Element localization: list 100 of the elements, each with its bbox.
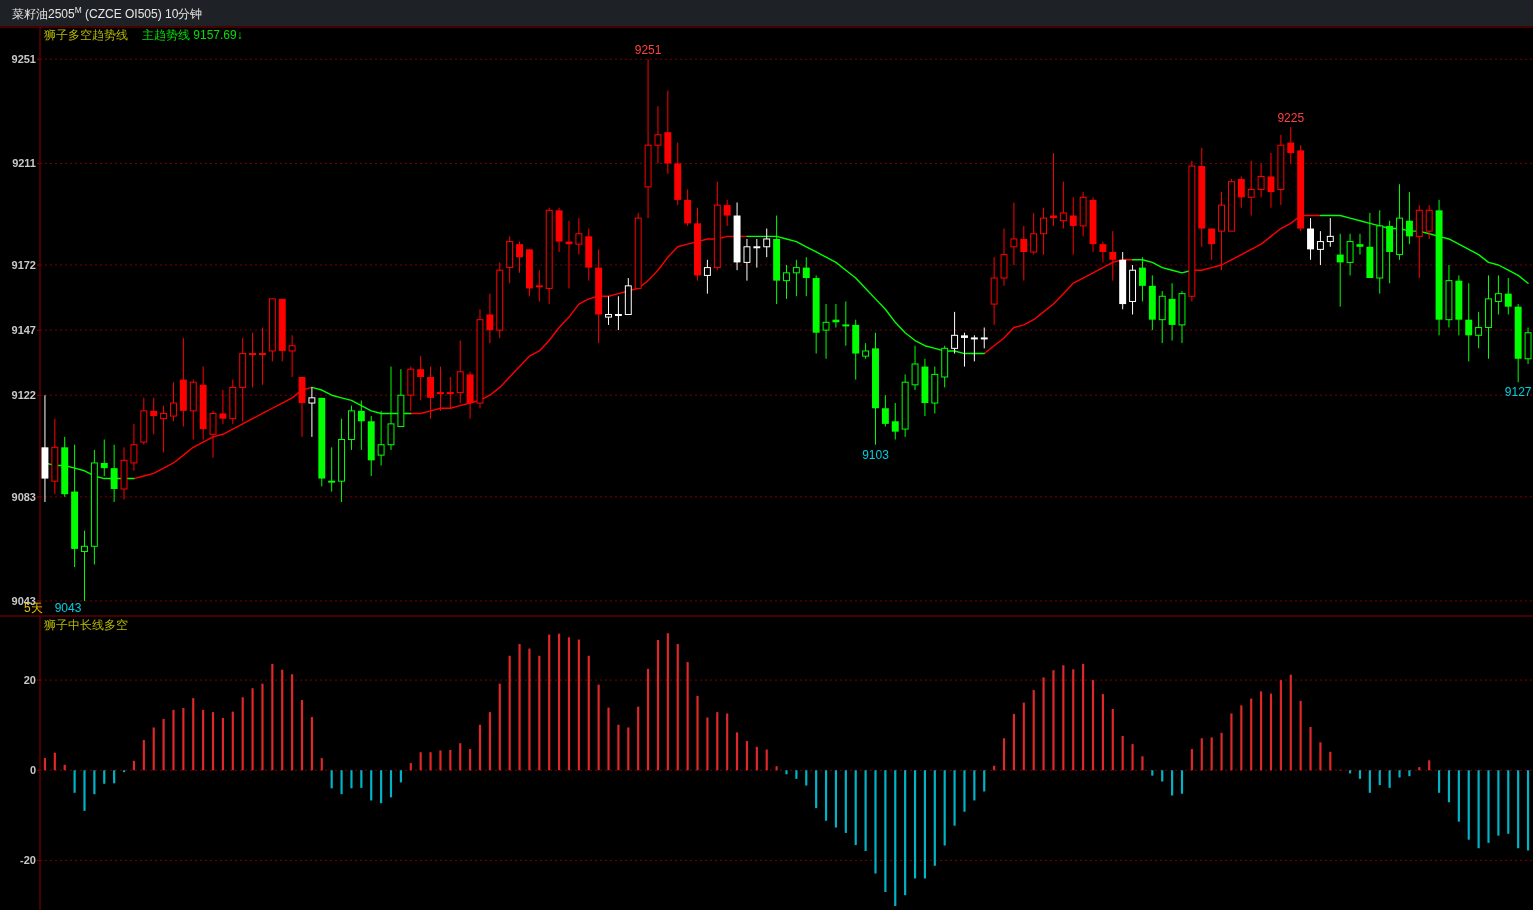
bar: [637, 706, 640, 771]
candlestick: [961, 332, 968, 368]
y-tick-label: 20: [23, 674, 36, 687]
candlestick: [1099, 241, 1107, 263]
bar: [439, 750, 442, 771]
bar: [43, 758, 47, 771]
bar: [370, 770, 373, 801]
candlestick: [81, 530, 88, 602]
chart-title: 菜籽油2505$^{M}$ (CZCE OI505) 10分钟: [12, 5, 203, 21]
bar: [261, 683, 264, 771]
bar: [1398, 770, 1401, 778]
candlestick: [486, 293, 494, 344]
bar: [923, 770, 927, 879]
candlestick: [1069, 196, 1077, 256]
candlestick: [1158, 290, 1166, 344]
candlestick: [605, 295, 612, 326]
bar: [251, 688, 254, 771]
candlestick: [387, 366, 395, 451]
bar: [459, 743, 462, 771]
bar: [1042, 677, 1045, 771]
candlestick: [209, 410, 217, 459]
candlestick: [456, 340, 464, 404]
bar: [488, 712, 491, 771]
bar: [142, 740, 145, 771]
annotation: 9225: [1277, 110, 1305, 125]
bar: [577, 639, 580, 771]
bar: [340, 770, 343, 795]
bar: [696, 695, 699, 771]
candlestick: [802, 256, 810, 297]
y-tick-label: 9083: [11, 490, 36, 503]
bar: [310, 717, 313, 771]
annotation: 9103: [862, 447, 890, 462]
bar: [854, 770, 857, 846]
bar: [429, 752, 432, 771]
bar: [983, 770, 986, 792]
bar: [567, 637, 571, 771]
bar: [291, 674, 294, 771]
bar: [192, 698, 195, 771]
bar: [1200, 738, 1203, 771]
bar: [1121, 736, 1124, 771]
bar: [538, 655, 541, 771]
bar: [755, 746, 758, 771]
bar: [478, 724, 482, 771]
candlestick: [160, 405, 168, 454]
bar: [1289, 674, 1292, 771]
bar: [1358, 770, 1362, 779]
bar: [1250, 698, 1253, 771]
bar: [795, 770, 798, 779]
candlestick: [654, 105, 662, 164]
bar: [1171, 770, 1174, 796]
bar: [73, 770, 76, 793]
candlestick: [763, 228, 771, 258]
candlestick: [614, 295, 622, 331]
bar: [1220, 732, 1223, 771]
bar: [1230, 713, 1233, 771]
bar: [1012, 713, 1015, 771]
candlestick: [980, 327, 988, 349]
bar: [587, 655, 590, 771]
bar: [221, 717, 225, 771]
y-tick-label: 9172: [11, 259, 36, 271]
y-tick-label: 9122: [11, 389, 36, 402]
candlestick: [288, 334, 296, 378]
bar: [1299, 700, 1302, 771]
bar: [933, 770, 936, 866]
bar: [1141, 756, 1144, 771]
bar: [1319, 742, 1322, 771]
y-tick-label: 9211: [12, 157, 36, 170]
bar: [508, 655, 511, 771]
bar: [656, 639, 660, 771]
bar: [1032, 690, 1035, 771]
bar: [1111, 708, 1114, 771]
bar: [1309, 726, 1312, 771]
bar: [913, 770, 917, 879]
bar: [1240, 705, 1243, 771]
annotation: 主趋势线 9157.69↓: [142, 28, 243, 42]
candlestick: [259, 327, 266, 386]
bar: [1151, 770, 1154, 776]
candlestick: [575, 217, 583, 256]
candlestick: [1326, 217, 1334, 248]
bar: [805, 770, 808, 786]
candlestick: [1425, 204, 1433, 240]
bar: [735, 732, 739, 771]
bar: [943, 770, 946, 846]
bar: [627, 727, 630, 771]
bar: [1022, 702, 1025, 771]
bar: [745, 740, 749, 771]
bar: [449, 749, 452, 771]
candlestick: [535, 269, 543, 302]
bar: [1062, 665, 1065, 771]
bar: [360, 770, 363, 788]
candlestick: [1138, 256, 1146, 302]
candlestick: [1494, 274, 1502, 315]
bar: [281, 669, 284, 771]
bar: [607, 707, 610, 771]
bar: [1052, 670, 1055, 771]
candlestick: [1059, 181, 1067, 230]
bar: [172, 709, 175, 771]
candlestick: [723, 199, 731, 227]
bar: [963, 770, 966, 812]
bar: [271, 663, 274, 771]
